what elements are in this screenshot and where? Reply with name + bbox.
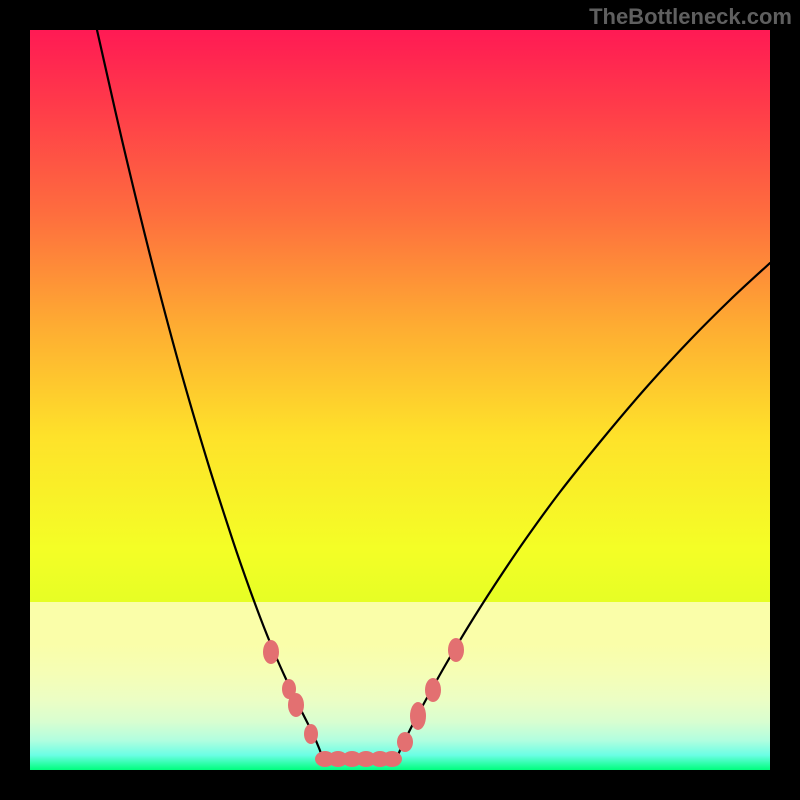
marker-right-3 xyxy=(448,638,464,662)
marker-right-0 xyxy=(397,732,413,752)
watermark-text: TheBottleneck.com xyxy=(589,4,792,30)
plot-area xyxy=(30,30,770,770)
right-curve xyxy=(396,263,770,759)
marker-left-3 xyxy=(304,724,318,744)
marker-base-5 xyxy=(382,751,402,767)
curve-layer xyxy=(30,30,770,770)
marker-right-2 xyxy=(425,678,441,702)
marker-right-1 xyxy=(410,702,426,730)
marker-left-0 xyxy=(263,640,279,664)
left-curve xyxy=(97,30,323,759)
marker-left-2 xyxy=(288,693,304,717)
